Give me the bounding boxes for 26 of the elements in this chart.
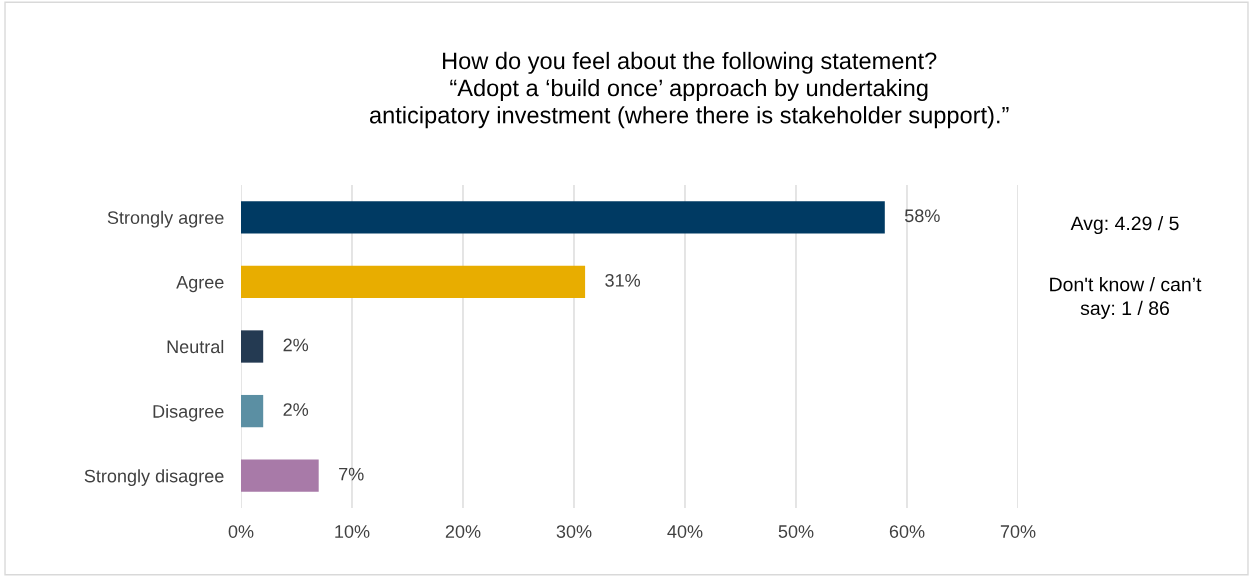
data-label: 58% [904, 209, 940, 223]
y-tick-label: Strongly disagree [84, 469, 224, 486]
data-label: 2% [283, 403, 309, 416]
data-label: 31% [605, 273, 641, 287]
x-tick-label: 70% [1000, 525, 1036, 538]
data-label: 7% [339, 467, 364, 481]
x-tick-label: 50% [778, 525, 814, 538]
bar [241, 330, 264, 363]
x-tick-label: 20% [445, 525, 481, 538]
x-tick-label: 40% [667, 525, 703, 538]
x-tick-label: 10% [335, 525, 370, 538]
y-tick-label: Disagree [153, 404, 224, 422]
x-tick-label: 60% [889, 525, 925, 538]
text: Don't know / can’t say: 1 / 86 [1050, 277, 1202, 319]
text: Avg: 4.29 / 5 [1070, 215, 1179, 235]
x-tick-label: 30% [556, 525, 592, 538]
y-tick-label: Strongly agree [107, 210, 224, 228]
bar [241, 265, 586, 299]
y-tick-label: Neutral [167, 339, 224, 354]
y-tick-label: Agree [176, 276, 224, 293]
chart-title: How do you feel about the following statement? “Adopt a ‘build once’ approach by undertaking anticipatory investment (where there is stakeholder support).” [369, 51, 1009, 129]
data-label: 2% [283, 338, 309, 352]
bar [241, 394, 264, 428]
x-tick-label: 0% [228, 525, 254, 538]
bar [241, 201, 885, 234]
bar [241, 459, 319, 492]
